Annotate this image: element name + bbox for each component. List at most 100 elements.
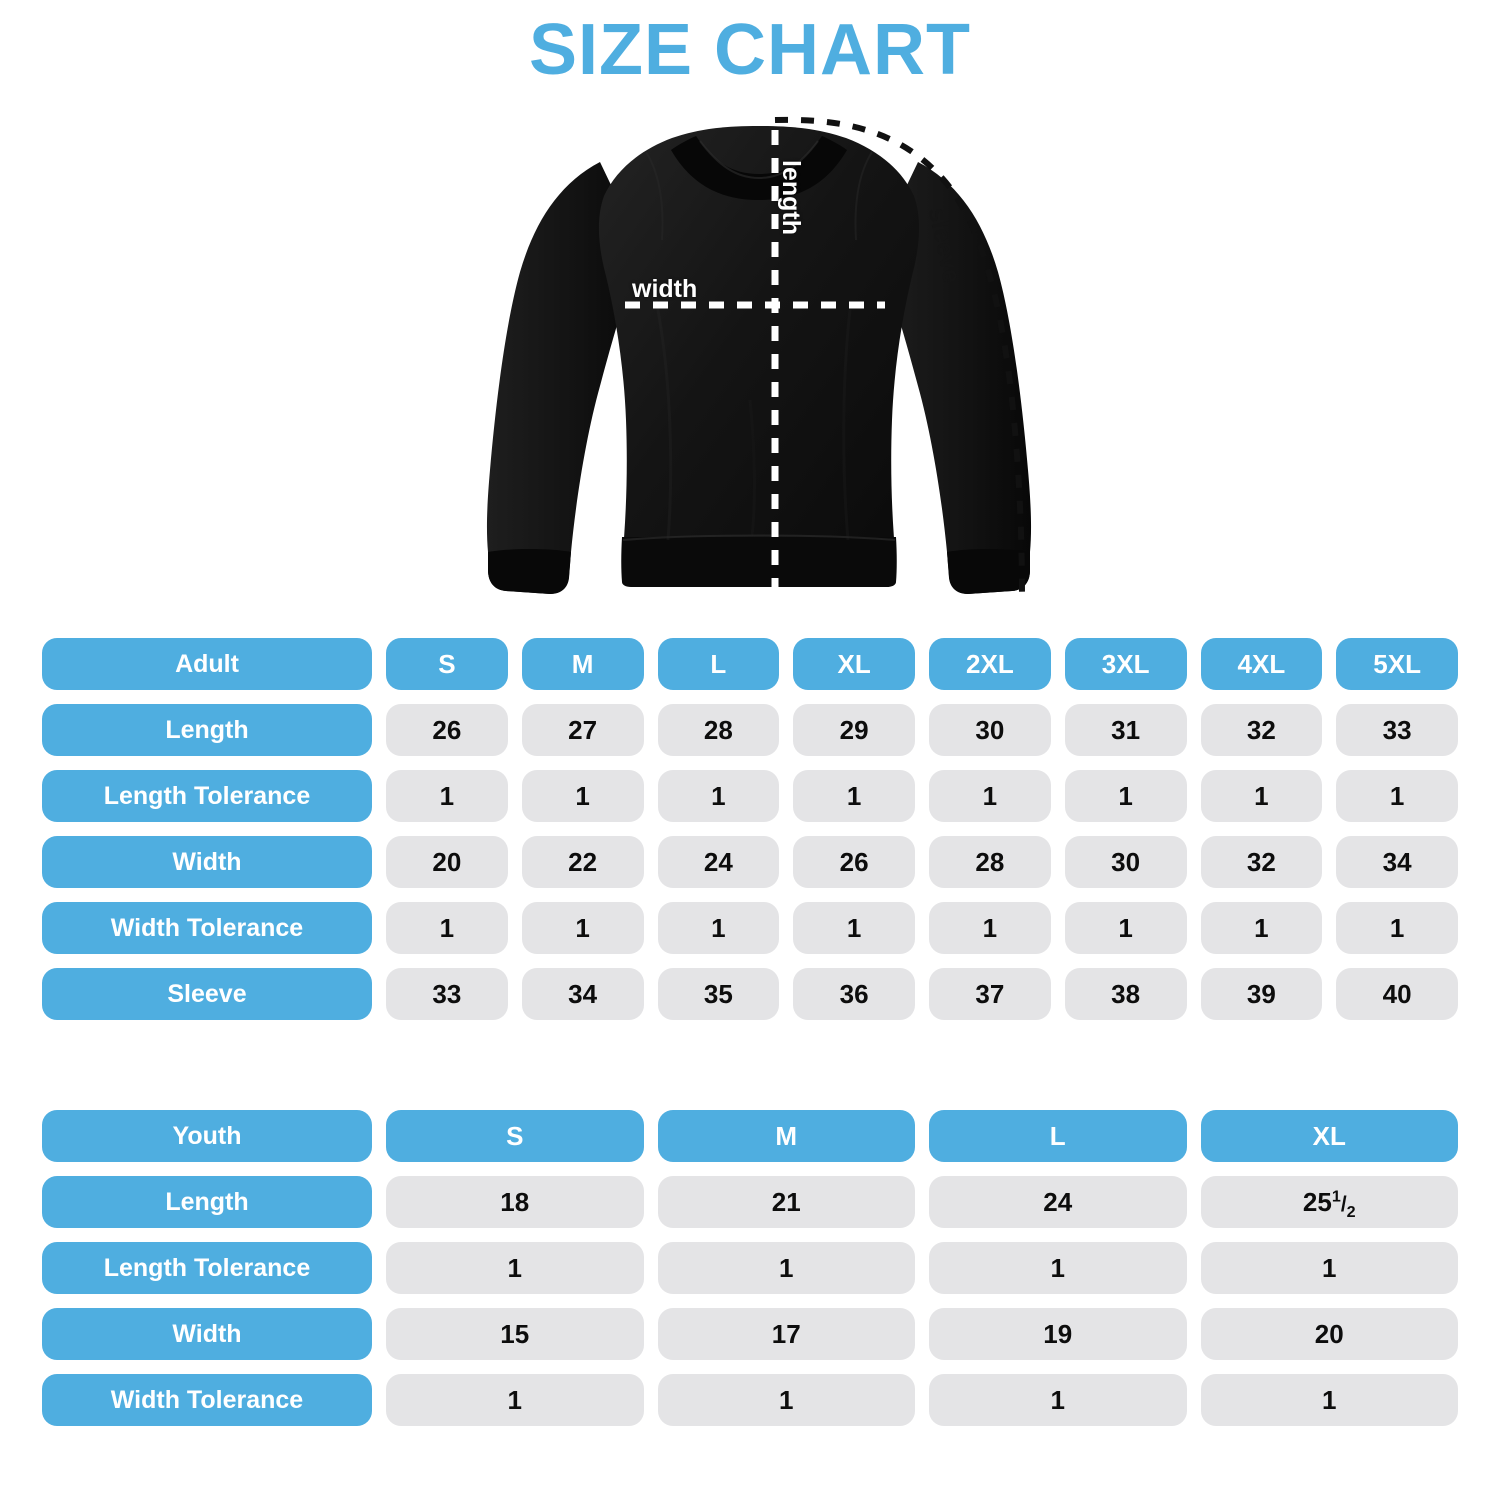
table-cell: 32 bbox=[1200, 836, 1323, 888]
table-cell: 38 bbox=[1064, 968, 1187, 1020]
left-sleeve bbox=[486, 162, 642, 594]
table-cell: 1 bbox=[657, 902, 780, 954]
row-label: Length Tolerance bbox=[42, 1242, 372, 1294]
table-cell: 28 bbox=[657, 704, 780, 756]
table-row: Width 15 17 19 20 bbox=[42, 1308, 1458, 1360]
table-cell: 20 bbox=[1200, 1308, 1458, 1360]
row-label: Width bbox=[42, 836, 372, 888]
youth-section-label: Youth bbox=[42, 1110, 372, 1162]
table-cell: 32 bbox=[1200, 704, 1323, 756]
table-cell: 1 bbox=[386, 902, 508, 954]
collar-ribbing bbox=[671, 136, 847, 200]
table-row: Width Tolerance 1 1 1 1 1 1 1 1 bbox=[42, 902, 1458, 954]
table-cell: 35 bbox=[657, 968, 780, 1020]
adult-section-label: Adult bbox=[42, 638, 372, 690]
youth-size-header[interactable]: S bbox=[386, 1110, 644, 1162]
table-cell: 1 bbox=[386, 1374, 644, 1426]
adult-size-headers: S M L XL 2XL 3XL 4XL 5XL bbox=[386, 638, 1458, 690]
sweatshirt-svg bbox=[486, 116, 1032, 601]
table-cell: 30 bbox=[929, 704, 1051, 756]
adult-header-row: Adult S M L XL 2XL 3XL 4XL 5XL bbox=[42, 638, 1458, 690]
row-label: Width Tolerance bbox=[42, 1374, 372, 1426]
adult-size-header[interactable]: 3XL bbox=[1064, 638, 1187, 690]
table-row: Width 20 22 24 26 28 30 32 34 bbox=[42, 836, 1458, 888]
table-cell: 1 bbox=[1064, 770, 1187, 822]
table-cell: 17 bbox=[657, 1308, 915, 1360]
youth-size-header[interactable]: L bbox=[929, 1110, 1187, 1162]
table-cell: 1 bbox=[657, 1242, 915, 1294]
table-cell: 37 bbox=[929, 968, 1051, 1020]
table-cell: 1 bbox=[929, 902, 1051, 954]
hem-ribbing bbox=[621, 537, 897, 587]
sleeve-guide-line bbox=[774, 116, 1025, 601]
fold-3 bbox=[748, 399, 756, 537]
width-measurement-label: width bbox=[632, 275, 698, 303]
hem-seam bbox=[622, 534, 896, 541]
table-cell: 33 bbox=[386, 968, 508, 1020]
table-cell: 29 bbox=[793, 704, 915, 756]
adult-size-header[interactable]: S bbox=[386, 638, 508, 690]
table-cell: 28 bbox=[929, 836, 1051, 888]
table-cell: 22 bbox=[521, 836, 644, 888]
row-label: Length Tolerance bbox=[42, 770, 372, 822]
row-label: Length bbox=[42, 704, 372, 756]
table-cell: 1 bbox=[1336, 770, 1458, 822]
adult-size-header[interactable]: 5XL bbox=[1336, 638, 1458, 690]
table-row: Length Tolerance 1 1 1 1 bbox=[42, 1242, 1458, 1294]
table-cell: 1 bbox=[793, 902, 915, 954]
table-cell: 1 bbox=[1200, 1242, 1458, 1294]
left-cuff bbox=[488, 549, 571, 594]
table-cell: 20 bbox=[386, 836, 508, 888]
youth-header-row: Youth S M L XL bbox=[42, 1110, 1458, 1162]
table-cell: 24 bbox=[929, 1176, 1187, 1228]
youth-size-header[interactable]: M bbox=[657, 1110, 915, 1162]
table-cell: 34 bbox=[521, 968, 644, 1020]
length-measurement-label: length bbox=[777, 160, 805, 235]
table-cell: 26 bbox=[793, 836, 915, 888]
table-row: Length 26 27 28 29 30 31 32 33 bbox=[42, 704, 1458, 756]
table-cell: 1 bbox=[929, 770, 1051, 822]
table-cell: 15 bbox=[386, 1308, 644, 1360]
table-cell: 34 bbox=[1336, 836, 1458, 888]
table-cell: 26 bbox=[386, 704, 508, 756]
table-cell: 18 bbox=[386, 1176, 644, 1228]
adult-size-header[interactable]: L bbox=[657, 638, 780, 690]
fold-1 bbox=[654, 299, 673, 541]
table-cell: 1 bbox=[1200, 770, 1323, 822]
table-cell: 1 bbox=[1200, 902, 1323, 954]
table-cell: 24 bbox=[657, 836, 780, 888]
table-cell: 1 bbox=[657, 770, 780, 822]
table-cell: 30 bbox=[1064, 836, 1187, 888]
garment-illustration: width length sleeve bbox=[450, 100, 1070, 625]
table-cell: 36 bbox=[793, 968, 915, 1020]
adult-size-header[interactable]: 4XL bbox=[1200, 638, 1323, 690]
adult-size-header[interactable]: XL bbox=[793, 638, 915, 690]
table-row: Width Tolerance 1 1 1 1 bbox=[42, 1374, 1458, 1426]
table-cell: 33 bbox=[1336, 704, 1458, 756]
table-cell: 31 bbox=[1064, 704, 1187, 756]
table-cell: 1 bbox=[793, 770, 915, 822]
left-shoulder-seam bbox=[645, 151, 664, 241]
table-cell-fraction: 251/2 bbox=[1200, 1176, 1458, 1228]
row-label: Width bbox=[42, 1308, 372, 1360]
adult-size-header[interactable]: M bbox=[521, 638, 644, 690]
row-label: Sleeve bbox=[42, 968, 372, 1020]
fold-2 bbox=[842, 309, 852, 541]
page-title: SIZE CHART bbox=[529, 10, 971, 90]
table-cell: 1 bbox=[521, 902, 644, 954]
garment-body bbox=[598, 126, 920, 583]
adult-size-table: Adult S M L XL 2XL 3XL 4XL 5XL Length 26… bbox=[42, 638, 1458, 1034]
table-cell: 1 bbox=[386, 1242, 644, 1294]
adult-size-header[interactable]: 2XL bbox=[929, 638, 1051, 690]
youth-size-header[interactable]: XL bbox=[1200, 1110, 1458, 1162]
youth-size-headers: S M L XL bbox=[386, 1110, 1458, 1162]
right-sleeve bbox=[876, 162, 1032, 594]
row-label: Length bbox=[42, 1176, 372, 1228]
right-shoulder-seam bbox=[854, 151, 873, 241]
table-cell: 19 bbox=[929, 1308, 1187, 1360]
table-cell: 1 bbox=[657, 1374, 915, 1426]
table-row: Sleeve 33 34 35 36 37 38 39 40 bbox=[42, 968, 1458, 1020]
table-cell: 1 bbox=[386, 770, 508, 822]
table-cell: 1 bbox=[929, 1242, 1187, 1294]
